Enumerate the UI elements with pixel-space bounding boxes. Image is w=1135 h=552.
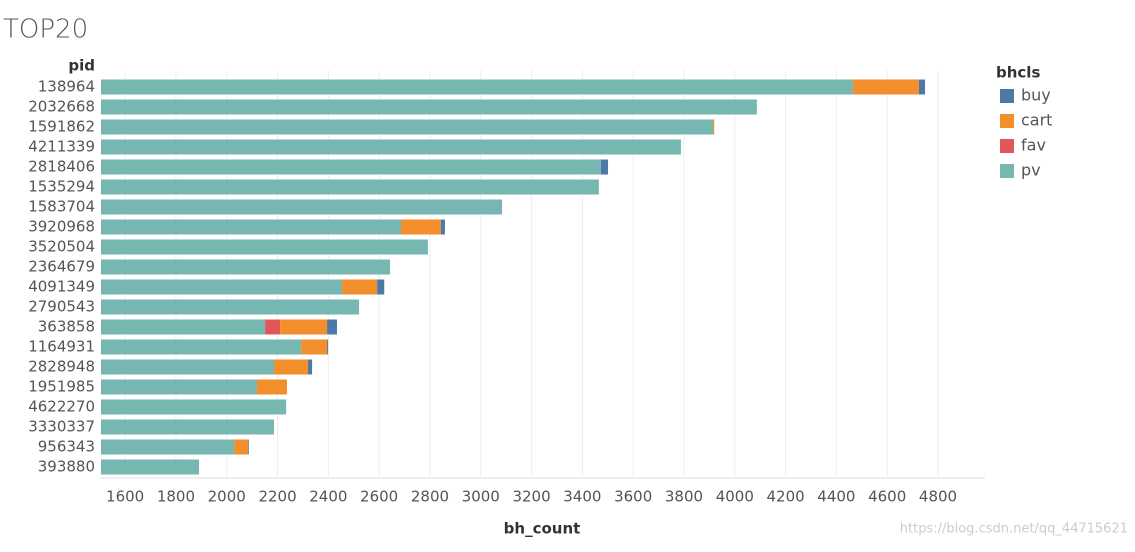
x-tick-label: 2200: [258, 488, 296, 506]
bar-segment: [101, 419, 274, 435]
bar-segment: [101, 299, 360, 315]
y-tick-label: 4622270: [28, 398, 95, 416]
y-tick-label: 1164931: [28, 338, 95, 356]
legend-swatch: [1000, 114, 1014, 128]
bar-segment: [265, 319, 281, 335]
bar-segment: [852, 79, 919, 95]
y-tick-label: 3330337: [28, 418, 95, 436]
bar-segment: [101, 159, 601, 175]
legend-title: bhcls: [996, 64, 1040, 82]
bar-segment: [101, 139, 681, 155]
bar-segment: [248, 439, 249, 455]
bar-segment: [280, 319, 328, 335]
bar-segment: [256, 379, 287, 395]
x-tick-label: 4200: [766, 488, 804, 506]
x-tick-label: 4800: [919, 488, 957, 506]
y-tick-label: 363858: [38, 318, 95, 336]
y-tick-label: 2828948: [28, 358, 95, 376]
legend-swatch: [1000, 89, 1014, 103]
x-tick-label: 2600: [360, 488, 398, 506]
x-tick-label: 3400: [563, 488, 601, 506]
bar-segment: [342, 279, 378, 295]
chart-title: TOP20: [3, 15, 88, 45]
bar-segment: [273, 359, 309, 375]
bar-segment: [101, 459, 200, 475]
bar-segment: [101, 179, 599, 195]
x-tick-label: 2000: [208, 488, 246, 506]
y-tick-label: 4091349: [28, 278, 95, 296]
y-tick-label: 4211339: [28, 138, 95, 156]
x-tick-label: 2400: [309, 488, 347, 506]
bar-segment: [101, 359, 274, 375]
bar-segment: [377, 279, 385, 295]
bar-segment: [101, 119, 713, 135]
y-tick-label: 2790543: [28, 298, 95, 316]
bar-segment: [101, 399, 287, 415]
y-tick-label: 1535294: [28, 178, 95, 196]
bar-segment: [440, 219, 445, 235]
y-tick-label: 956343: [38, 438, 95, 456]
y-tick-label: 2032668: [28, 98, 95, 116]
x-tick-label: 1600: [106, 488, 144, 506]
x-tick-label: 3000: [462, 488, 500, 506]
y-tick-label: 1583704: [28, 198, 95, 216]
legend-label: cart: [1021, 111, 1052, 130]
x-tick-label: 3200: [512, 488, 550, 506]
bar-segment: [101, 319, 266, 335]
y-tick-label: 3520504: [28, 238, 95, 256]
x-tick-label: 4000: [716, 488, 754, 506]
y-tick-label: 1951985: [28, 378, 95, 396]
bar-segment: [101, 339, 302, 355]
x-tick-label: 3600: [614, 488, 652, 506]
x-tick-label: 4400: [817, 488, 855, 506]
x-tick-label: 1800: [157, 488, 195, 506]
bar-segment: [712, 119, 715, 135]
y-tick-label: 393880: [38, 458, 95, 476]
bar-segment: [600, 159, 609, 175]
legend-label: buy: [1021, 86, 1051, 105]
bar-segment: [401, 219, 441, 235]
bar-segment: [101, 199, 503, 215]
bar-segment: [308, 359, 313, 375]
x-tick-label: 2800: [411, 488, 449, 506]
bar-segment: [101, 239, 428, 255]
bar-segment: [101, 279, 343, 295]
bar-segment: [327, 339, 329, 355]
bar-segment: [327, 319, 337, 335]
bar-segment: [101, 379, 257, 395]
bar-segment: [101, 439, 235, 455]
bar-segment: [101, 99, 757, 115]
x-tick-label: 3800: [665, 488, 703, 506]
watermark: https://blog.csdn.net/qq_44715621: [900, 522, 1128, 537]
y-tick-label: 1591862: [28, 118, 95, 136]
legend-label: fav: [1021, 136, 1046, 155]
legend-swatch: [1000, 164, 1014, 178]
legend-label: pv: [1021, 161, 1041, 180]
y-tick-label: 138964: [38, 78, 95, 96]
x-axis-label: bh_count: [504, 520, 581, 538]
y-tick-label: 2364679: [28, 258, 95, 276]
y-axis-label: pid: [68, 57, 95, 75]
bar-segment: [101, 79, 853, 95]
bar-segment: [234, 439, 249, 455]
bar-segment: [101, 219, 402, 235]
bar-segment: [101, 259, 391, 275]
y-tick-label: 2818406: [28, 158, 95, 176]
bar-segment: [301, 339, 328, 355]
legend-swatch: [1000, 139, 1014, 153]
y-tick-label: 3920968: [28, 218, 95, 236]
bar-segment: [918, 79, 926, 95]
x-tick-label: 4600: [868, 488, 906, 506]
